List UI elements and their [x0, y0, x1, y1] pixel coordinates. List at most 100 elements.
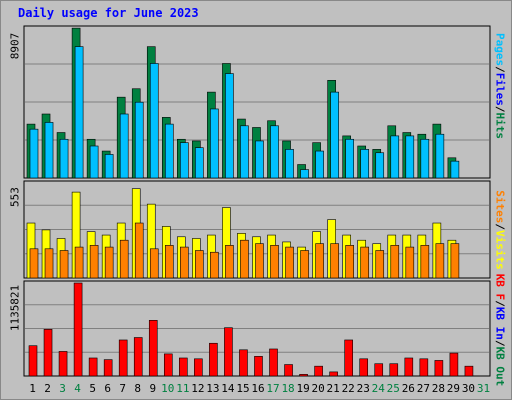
hits-files-files-bar-28 [435, 133, 445, 179]
hits-files-files-bar-7 [119, 113, 129, 179]
x-tick-label-9: 9 [149, 382, 156, 395]
visits-sites-sites-bar-10 [164, 245, 174, 279]
kbytes-kb-f-bar-16 [254, 356, 263, 377]
visits-sites-sites-bar-20 [315, 243, 324, 279]
visits-sites-sites-bar-16 [255, 243, 264, 279]
visits-sites-sites-bar-11 [180, 246, 189, 279]
x-tick-label-10: 10 [161, 382, 174, 395]
hits-files-files-bar-11 [180, 142, 189, 179]
kbytes-kb-f-bar-30 [464, 365, 474, 377]
hits-files-files-bar-20 [315, 150, 324, 179]
visits-sites-sites-bar-7 [119, 239, 129, 279]
x-tick-label-14: 14 [221, 382, 235, 395]
x-tick-label-13: 13 [206, 382, 219, 395]
visits-sites-sites-bar-6 [104, 246, 114, 279]
chart-title: Daily usage for June 2023 [18, 6, 199, 20]
x-tick-label-24: 24 [372, 382, 386, 395]
kbytes-kb-f-bar-7 [118, 339, 128, 377]
x-tick-label-15: 15 [236, 382, 249, 395]
hits-files-files-bar-24 [375, 152, 385, 179]
x-tick-label-2: 2 [44, 382, 51, 395]
x-tick-label-4: 4 [74, 382, 81, 395]
x-tick-label-12: 12 [191, 382, 204, 395]
x-tick-label-18: 18 [281, 382, 294, 395]
kbytes-kb-f-bar-21 [329, 371, 338, 377]
hits-files-files-bar-29 [450, 160, 460, 179]
visits-sites-sites-bar-19 [300, 250, 309, 279]
kbytes-kb-f-bar-23 [359, 358, 369, 377]
x-tick-label-30: 30 [462, 382, 475, 395]
x-tick-label-5: 5 [89, 382, 96, 395]
kbytes-kb-f-bar-17 [269, 348, 278, 377]
x-tick-label-20: 20 [312, 382, 325, 395]
x-tick-label-17: 17 [266, 382, 279, 395]
x-tick-label-3: 3 [59, 382, 66, 395]
hits-files-files-bar-23 [360, 149, 370, 179]
hits-files-files-bar-21 [330, 91, 339, 179]
hits-files-files-bar-3 [59, 138, 69, 179]
x-tick-label-27: 27 [417, 382, 430, 395]
hits-files-files-bar-17 [270, 125, 279, 179]
x-tick-label-22: 22 [342, 382, 355, 395]
kbytes-kb-f-bar-9 [148, 320, 158, 377]
kbytes-kb-f-bar-26 [404, 357, 414, 377]
x-tick-label-7: 7 [119, 382, 126, 395]
visits-sites-sites-bar-29 [450, 243, 460, 279]
visits-sites-sites-bar-22 [345, 245, 354, 279]
visits-sites-sites-bar-9 [149, 248, 159, 279]
kbytes-kb-f-bar-15 [239, 349, 248, 377]
kbytes-kb-f-bar-27 [419, 358, 429, 377]
x-tick-label-31: 31 [477, 382, 490, 395]
hits-files-files-bar-9 [149, 63, 159, 179]
kbytes-kb-f-bar-29 [449, 352, 459, 377]
hits-files-files-bar-8 [134, 101, 144, 179]
kbytes-kb-f-bar-3 [58, 351, 68, 377]
visits-sites-sites-bar-12 [195, 250, 204, 279]
hits-files-files-bar-26 [405, 135, 415, 179]
x-tick-label-6: 6 [104, 382, 111, 395]
kbytes-kb-f-bar-13 [209, 342, 218, 377]
hits-files-files-bar-2 [44, 122, 54, 179]
visits-sites-sites-bar-28 [435, 243, 445, 279]
hits-files-files-bar-5 [89, 145, 99, 179]
kbytes-kb-f-bar-11 [179, 357, 188, 377]
hits-files-files-bar-18 [285, 149, 294, 179]
visits-sites-sites-bar-15 [240, 239, 249, 279]
kbytes-kb-f-bar-12 [194, 358, 203, 377]
kbytes-kb-f-bar-10 [163, 353, 173, 377]
hits-files-files-bar-15 [240, 125, 249, 179]
visits-sites-sites-bar-26 [405, 246, 415, 279]
visits-sites-sites-bar-24 [375, 250, 385, 279]
hits-files-files-bar-10 [164, 123, 174, 179]
x-tick-label-11: 11 [176, 382, 189, 395]
x-tick-label-16: 16 [251, 382, 264, 395]
visits-sites-sites-bar-5 [89, 245, 99, 279]
x-tick-label-28: 28 [432, 382, 445, 395]
visits-sites-sites-bar-17 [270, 245, 279, 279]
hits-files-files-bar-12 [195, 147, 204, 179]
hits-files-files-bar-1 [29, 128, 39, 179]
visits-sites-sites-bar-2 [44, 248, 54, 279]
visits-sites-sites-bar-14 [225, 245, 234, 279]
visits-sites-sites-bar-27 [420, 245, 430, 279]
kbytes-kb-f-bar-14 [224, 327, 233, 377]
visits-sites-sites-bar-4 [74, 246, 84, 279]
visits-sites-sites-bar-23 [360, 246, 370, 279]
x-tick-label-26: 26 [402, 382, 415, 395]
visits-sites-sites-bar-8 [134, 222, 144, 279]
visits-sites-sites-bar-21 [330, 243, 339, 279]
hits-files-files-bar-4 [74, 46, 84, 179]
hits-files-files-bar-22 [345, 138, 354, 179]
visits-sites-sites-bar-1 [29, 248, 39, 279]
kbytes-kb-f-bar-18 [284, 364, 293, 377]
kbytes-kb-f-bar-4 [73, 282, 83, 377]
kbytes-kb-f-bar-2 [43, 329, 53, 377]
kbytes-kb-f-bar-24 [374, 363, 384, 377]
hits-files-files-bar-13 [210, 108, 219, 179]
visits-sites-sites-bar-13 [210, 251, 219, 279]
hits-files-files-bar-16 [255, 140, 264, 179]
kbytes-kb-f-bar-5 [88, 357, 98, 377]
kbytes-kb-f-bar-6 [103, 359, 113, 377]
hits-files-files-bar-14 [225, 73, 234, 179]
